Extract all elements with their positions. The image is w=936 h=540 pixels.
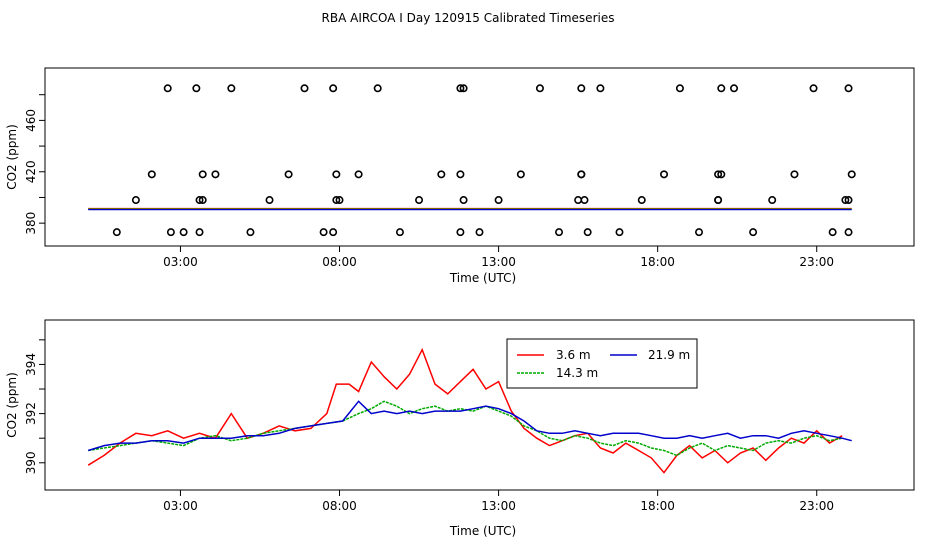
legend-label-21-9m: 21.9 m (648, 348, 690, 362)
scatter-point (284, 170, 293, 179)
x-tick-label: 18:00 (640, 255, 675, 269)
scatter-point (768, 196, 777, 205)
scatter-point (717, 84, 726, 93)
top-x-axis-label: Time (UTC) (449, 271, 516, 285)
scatter-point (459, 84, 468, 93)
scatter-point (211, 170, 220, 179)
scatter-point (335, 196, 344, 205)
y-tick-label: 460 (24, 109, 38, 132)
scatter-point (714, 170, 723, 179)
bottom-x-axis-label: Time (UTC) (449, 524, 516, 538)
scatter-point (300, 84, 309, 93)
scatter-point (195, 228, 204, 237)
scatter-point (437, 170, 446, 179)
scatter-point (163, 84, 172, 93)
scatter-point (596, 84, 605, 93)
scatter-point (841, 196, 850, 205)
chart-title: RBA AIRCOA I Day 120915 Calibrated Times… (322, 11, 615, 25)
scatter-point (131, 196, 140, 205)
scatter-point (147, 170, 156, 179)
scatter-point (494, 196, 503, 205)
legend: 3.6 m 21.9 m 14.3 m (506, 338, 698, 389)
scatter-point (580, 196, 589, 205)
scatter-point (319, 228, 328, 237)
scatter-point (828, 228, 837, 237)
top-y-axis-label: CO2 (ppm) (5, 124, 19, 190)
y-tick-label: 390 (24, 451, 38, 474)
top-plot-frame (44, 67, 915, 247)
series-line (87, 400, 852, 452)
legend-label-3-6m: 3.6 m (556, 348, 591, 362)
scatter-point (790, 170, 799, 179)
scatter-point (456, 84, 465, 93)
scatter-point (844, 228, 853, 237)
bottom-plot-frame (44, 319, 915, 491)
scatter-point (695, 228, 704, 237)
scatter-point (246, 228, 255, 237)
top-scatter-panel: 03:00 08:00 13:00 18:00 23:00 380 420 460 Time … (5, 67, 915, 285)
scatter-point (615, 228, 624, 237)
x-tick-label: 13:00 (481, 499, 516, 513)
bottom-y-axis-label: CO2 (ppm) (5, 372, 19, 438)
scatter-point (373, 84, 382, 93)
series-line (87, 347, 843, 474)
series-line (88, 400, 843, 457)
bottom-line-panel: 03:00 08:00 13:00 18:00 23:00 390 392 394 Time … (5, 319, 915, 538)
x-tick-label: 03:00 (163, 499, 198, 513)
scatter-point (577, 170, 586, 179)
y-tick-label: 380 (24, 212, 38, 235)
scatter-point (227, 84, 236, 93)
scatter-point (844, 196, 853, 205)
scatter-point (475, 228, 484, 237)
x-tick-label: 18:00 (640, 499, 675, 513)
scatter-point (112, 228, 121, 237)
scatter-point (166, 228, 175, 237)
scatter-point (395, 228, 404, 237)
scatter-point (583, 228, 592, 237)
scatter-point (198, 196, 207, 205)
scatter-point (198, 170, 207, 179)
legend-box (506, 338, 698, 389)
scatter-point (354, 170, 363, 179)
scatter-point (717, 170, 726, 179)
scatter-point (535, 84, 544, 93)
scatter-point (332, 196, 341, 205)
scatter-point (195, 196, 204, 205)
scatter-point (574, 196, 583, 205)
scatter-point (847, 170, 856, 179)
scatter-point (844, 84, 853, 93)
scatter-point (749, 228, 758, 237)
x-tick-label: 03:00 (163, 255, 198, 269)
scatter-point (329, 228, 338, 237)
scatter-point (329, 84, 338, 93)
scatter-point (809, 84, 818, 93)
x-tick-label: 23:00 (799, 255, 834, 269)
x-tick-label: 08:00 (322, 499, 357, 513)
scatter-point (516, 170, 525, 179)
scatter-point (459, 196, 468, 205)
x-tick-label: 13:00 (481, 255, 516, 269)
scatter-point (637, 196, 646, 205)
scatter-point (456, 228, 465, 237)
scatter-point (332, 170, 341, 179)
scatter-point (714, 196, 723, 205)
scatter-point (675, 84, 684, 93)
scatter-point (730, 84, 739, 93)
scatter-point (265, 196, 274, 205)
y-tick-label: 392 (24, 402, 38, 425)
scatter-point (456, 170, 465, 179)
scatter-point (192, 84, 201, 93)
scatter-point (179, 228, 188, 237)
legend-label-14-3m: 14.3 m (556, 366, 598, 380)
scatter-point (660, 170, 669, 179)
x-tick-label: 08:00 (322, 255, 357, 269)
scatter-point (555, 228, 564, 237)
y-tick-label: 420 (24, 160, 38, 183)
scatter-point (577, 84, 586, 93)
x-tick-label: 23:00 (799, 499, 834, 513)
y-tick-label: 394 (24, 353, 38, 376)
scatter-point (415, 196, 424, 205)
